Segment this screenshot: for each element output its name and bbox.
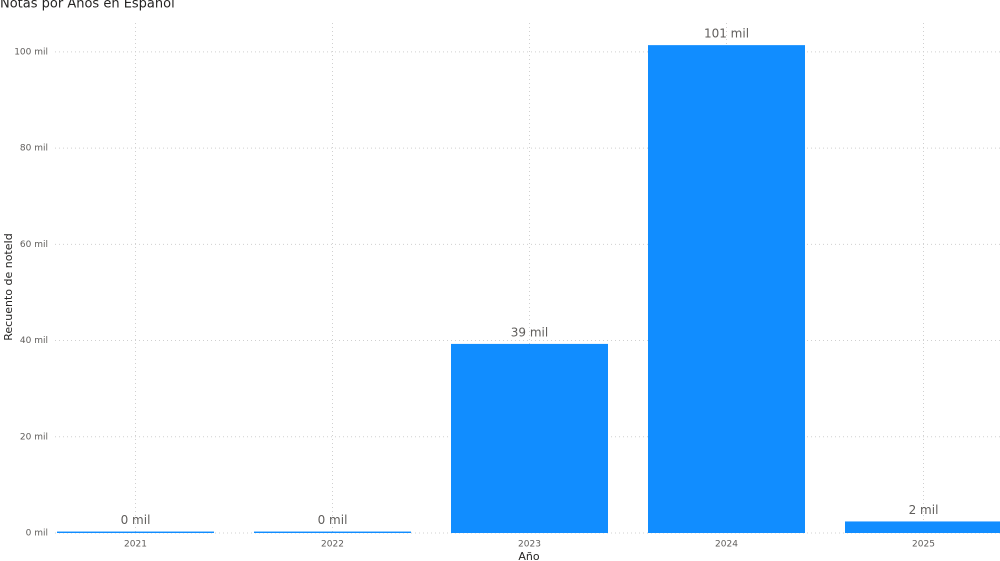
chart-title: Notas por Años en Español (0, 0, 175, 12)
bar (254, 531, 411, 533)
data-label: 39 mil (511, 325, 548, 339)
y-tick-label: 100 mil (14, 47, 48, 57)
x-axis-title: Año (518, 550, 539, 561)
x-tick-label: 2025 (912, 540, 935, 550)
data-label: 101 mil (704, 27, 749, 41)
y-tick-label: 0 mil (26, 529, 48, 539)
data-label: 0 mil (121, 513, 151, 527)
y-tick-label: 20 mil (20, 432, 48, 442)
x-tick-label: 2024 (715, 540, 738, 550)
data-label: 2 mil (909, 503, 939, 517)
bar (648, 45, 805, 533)
x-tick-label: 2021 (124, 540, 147, 550)
bar (451, 343, 608, 533)
x-tick-label: 2022 (321, 540, 344, 550)
y-axis-title: Recuento de noteId (2, 233, 15, 340)
bar (57, 531, 214, 533)
bar (845, 521, 1000, 533)
y-tick-label: 40 mil (20, 336, 48, 346)
x-tick-label: 2023 (518, 540, 541, 550)
y-tick-label: 60 mil (20, 240, 48, 250)
y-tick-label: 80 mil (20, 144, 48, 154)
data-label: 0 mil (318, 513, 348, 527)
